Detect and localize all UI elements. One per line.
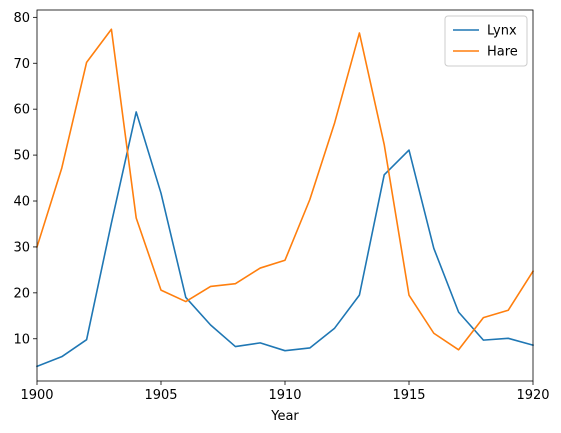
y-axis: 10 20 30 40 50 60 70 80 — [13, 11, 37, 347]
legend-label-hare: Hare — [487, 45, 518, 60]
x-tick-label: 1915 — [392, 388, 425, 403]
series-line-lynx — [35, 111, 534, 368]
x-axis-label: Year — [270, 409, 299, 424]
y-tick-label: 60 — [13, 103, 30, 118]
x-axis: 1900 1905 1910 1915 1920 — [20, 381, 550, 403]
series-layer — [35, 28, 535, 368]
x-tick-label: 1910 — [268, 388, 301, 403]
series-line-hare — [35, 28, 535, 351]
y-tick-label: 20 — [13, 286, 30, 301]
x-tick-label: 1900 — [20, 388, 53, 403]
y-tick-label: 70 — [13, 57, 30, 72]
y-tick-label: 50 — [13, 149, 30, 164]
y-tick-label: 80 — [13, 11, 30, 26]
y-tick-label: 30 — [13, 240, 30, 255]
y-tick-label: 40 — [13, 195, 30, 210]
x-tick-label: 1920 — [516, 388, 549, 403]
y-tick-label: 10 — [13, 332, 30, 347]
x-tick-label: 1905 — [144, 388, 177, 403]
legend-label-lynx: Lynx — [487, 24, 517, 39]
legend-box — [444, 15, 528, 67]
legend: Lynx Hare — [444, 15, 528, 67]
